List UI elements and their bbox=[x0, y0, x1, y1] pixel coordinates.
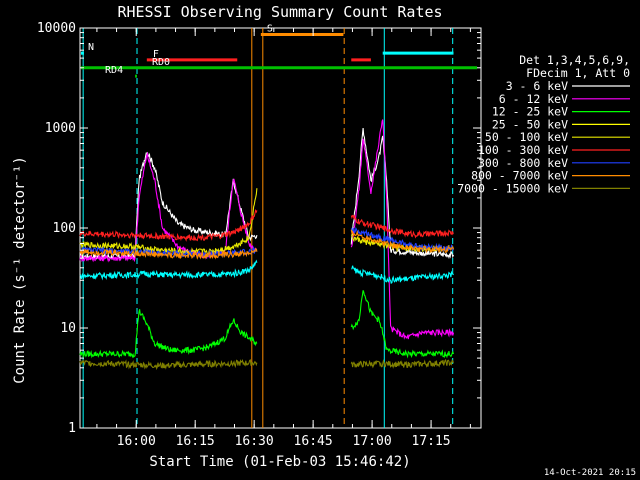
legend-entry-label: 7000 - 15000 keV bbox=[457, 181, 568, 195]
series-line-2 bbox=[79, 309, 258, 359]
flag-label: F bbox=[153, 49, 159, 60]
y-tick-label: 100 bbox=[53, 221, 76, 236]
x-tick-label: 16:15 bbox=[176, 434, 215, 449]
legend: Det 1,3,4,5,6,9,FDecim 1, Att 03 - 6 keV… bbox=[457, 53, 630, 195]
y-axis-label: Count Rate (s⁻¹ detector⁻¹) bbox=[12, 156, 28, 384]
date-stamp: 14-Oct-2021 20:15 bbox=[544, 468, 636, 478]
series-line-7 bbox=[350, 229, 455, 254]
y-tick-label: 1000 bbox=[45, 121, 76, 136]
legend-entry-label: 50 - 100 keV bbox=[485, 130, 568, 144]
legend-entry-label: 25 - 50 keV bbox=[492, 117, 568, 131]
x-tick-label: 16:45 bbox=[294, 434, 333, 449]
series-line-7 bbox=[79, 248, 258, 260]
legend-header: Det 1,3,4,5,6,9, bbox=[519, 53, 630, 67]
series-line-5 bbox=[79, 208, 258, 242]
x-axis-label: Start Time (01-Feb-03 15:46:42) bbox=[149, 454, 410, 470]
y-tick-label: 1 bbox=[68, 421, 76, 436]
plot-frame bbox=[79, 27, 482, 429]
flag-label: RD0 bbox=[152, 57, 170, 68]
x-tick-label: 16:00 bbox=[117, 434, 156, 449]
x-tick-label: 17:15 bbox=[412, 434, 451, 449]
flag-bars: N F S RD0 RD4 bbox=[81, 24, 478, 78]
series-line-3 bbox=[351, 265, 454, 284]
series-line-1 bbox=[79, 151, 258, 263]
series-line-8 bbox=[350, 358, 454, 369]
plot-border bbox=[79, 27, 482, 429]
y-tick-label: 10 bbox=[60, 321, 76, 336]
series-line-8 bbox=[79, 358, 258, 371]
legend-entry-label: 3 - 6 keV bbox=[506, 79, 568, 93]
series-line-0 bbox=[350, 128, 455, 260]
chart-title: RHESSI Observing Summary Count Rates bbox=[117, 3, 442, 21]
x-tick-label: 17:00 bbox=[353, 434, 392, 449]
series-line-4 bbox=[79, 188, 258, 256]
legend-entry-label: 12 - 25 keV bbox=[492, 105, 568, 119]
legend-entry-label: 300 - 800 keV bbox=[478, 156, 568, 170]
flag-label: S bbox=[267, 24, 273, 35]
series-line-5 bbox=[350, 214, 454, 239]
series-line-0 bbox=[79, 152, 258, 262]
legend-entry-label: 6 - 12 keV bbox=[499, 92, 568, 106]
legend-entry-label: 800 - 7000 keV bbox=[471, 169, 568, 183]
series-line-2 bbox=[350, 290, 455, 359]
series-lines bbox=[79, 119, 455, 371]
axes: 1 10 100 1000 10000 16:00 16:15 16:30 16:45 17:00… bbox=[37, 21, 481, 449]
flag-label: N bbox=[88, 42, 94, 53]
vertical-markers bbox=[82, 28, 454, 428]
x-tick-label: 16:30 bbox=[235, 434, 274, 449]
series-line-6 bbox=[350, 226, 455, 252]
legend-header: FDecim 1, Att 0 bbox=[526, 66, 630, 80]
series-line-1 bbox=[350, 119, 455, 340]
series-line-3 bbox=[79, 259, 258, 281]
flag-label: RD4 bbox=[105, 65, 123, 76]
y-tick-label: 10000 bbox=[37, 21, 76, 36]
legend-entry-label: 100 - 300 keV bbox=[478, 143, 568, 157]
